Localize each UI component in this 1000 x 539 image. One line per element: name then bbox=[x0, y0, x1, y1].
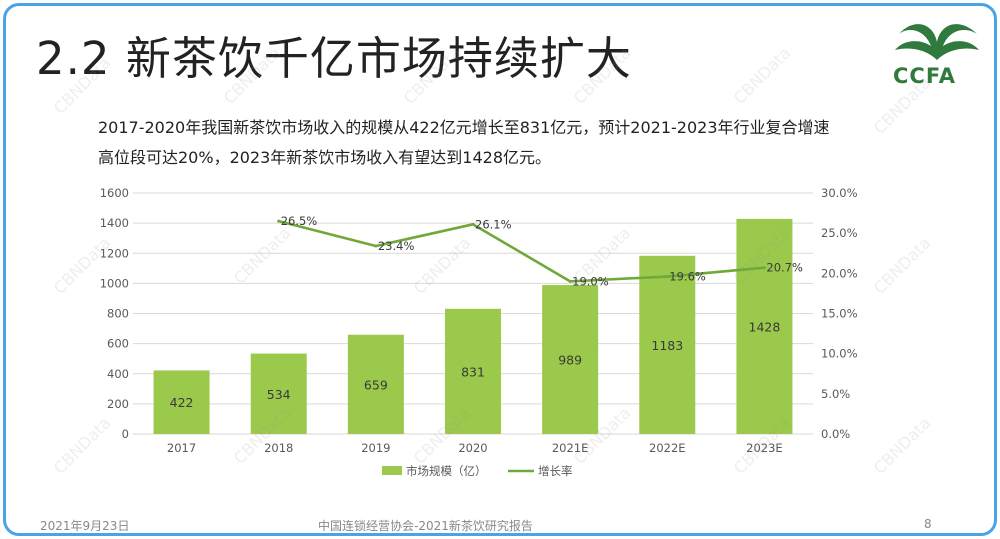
y-right-tick-label: 25.0% bbox=[821, 226, 858, 240]
bar bbox=[347, 334, 404, 434]
growth-value-label: 26.5% bbox=[281, 214, 318, 228]
y-left-tick-label: 600 bbox=[107, 337, 129, 351]
growth-point bbox=[277, 219, 281, 223]
y-left-tick-label: 1200 bbox=[100, 246, 129, 260]
growth-series-line bbox=[278, 219, 765, 283]
growth-value-label: 19.6% bbox=[669, 270, 706, 284]
bar-value-label: 534 bbox=[267, 387, 291, 402]
x-tick-label: 2017 bbox=[167, 441, 196, 455]
x-tick-label: 2023E bbox=[746, 441, 783, 455]
y-left-tick-label: 1000 bbox=[100, 276, 129, 290]
legend-label: 市场规模（亿） bbox=[406, 464, 487, 478]
y-left-tick-label: 1600 bbox=[100, 186, 129, 200]
bar bbox=[153, 370, 210, 434]
bar-value-label: 422 bbox=[170, 395, 194, 410]
x-tick-label: 2022E bbox=[649, 441, 686, 455]
bar bbox=[445, 308, 501, 434]
intro-text: 2017-2020年我国新茶饮市场收入的规模从422亿元增长至831亿元，预计2… bbox=[98, 113, 898, 173]
legend-label: 增长率 bbox=[538, 464, 573, 478]
bar bbox=[250, 353, 307, 434]
market-chart: 422 534 659 831 989 1183 1428 26.5% 23.4% 26.1% 1… bbox=[100, 186, 858, 478]
legend-swatch-bar bbox=[382, 466, 402, 475]
bar-value-label: 831 bbox=[461, 364, 485, 379]
x-tick-label: 2020 bbox=[458, 441, 487, 455]
bar bbox=[736, 218, 793, 434]
intro-line: 2017-2020年我国新茶饮市场收入的规模从422亿元增长至831亿元，预计2… bbox=[98, 118, 830, 137]
bar-value-label: 1183 bbox=[651, 338, 683, 353]
growth-point bbox=[471, 222, 475, 226]
y-left-tick-label: 800 bbox=[107, 307, 129, 321]
intro-line: 高位段可达20%，2023年新茶饮市场收入有望达到1428亿元。 bbox=[98, 148, 552, 167]
axes: 0 200 400 600 800 1000 1200 1400 1600 0.0% 5.0% 10.… bbox=[100, 186, 858, 455]
logo-text: CCFA bbox=[893, 64, 957, 88]
bars: 422 534 659 831 989 1183 1428 bbox=[153, 218, 793, 434]
y-right-tick-label: 0.0% bbox=[821, 427, 850, 441]
bar-value-label: 1428 bbox=[749, 319, 781, 334]
y-left-tick-label: 200 bbox=[107, 397, 129, 411]
growth-point bbox=[568, 279, 572, 283]
bar-value-label: 989 bbox=[558, 353, 582, 368]
bar-value-label: 659 bbox=[364, 377, 388, 392]
growth-point bbox=[665, 275, 669, 279]
footer-source: 中国连锁经营协会-2021新茶饮研究报告 bbox=[318, 519, 533, 533]
x-tick-label: 2019 bbox=[361, 441, 390, 455]
growth-point bbox=[762, 266, 766, 270]
growth-point bbox=[374, 244, 378, 248]
y-left-tick-label: 0 bbox=[122, 427, 129, 441]
y-right-tick-label: 5.0% bbox=[821, 387, 850, 401]
bar bbox=[639, 255, 696, 434]
x-tick-label: 2021E bbox=[552, 441, 589, 455]
ccfa-logo-icon bbox=[895, 24, 979, 61]
footer-date: 2021年9月23日 bbox=[40, 519, 130, 533]
y-left-tick-label: 400 bbox=[107, 367, 129, 381]
page-title: 2.2 新茶饮千亿市场持续扩大 bbox=[36, 32, 632, 85]
growth-value-label: 20.7% bbox=[766, 261, 803, 275]
x-tick-label: 2018 bbox=[264, 441, 293, 455]
bar bbox=[542, 285, 599, 434]
y-right-tick-label: 20.0% bbox=[821, 266, 858, 280]
slide: 2.2 新茶饮千亿市场持续扩大 CCFA 2017-2020年我国新茶饮市场收入… bbox=[3, 3, 997, 536]
y-right-tick-label: 15.0% bbox=[821, 307, 858, 321]
y-right-tick-label: 10.0% bbox=[821, 347, 858, 361]
page-number: 8 bbox=[924, 517, 932, 531]
y-right-tick-label: 30.0% bbox=[821, 186, 858, 200]
growth-value-label: 23.4% bbox=[378, 239, 415, 253]
y-left-tick-label: 1400 bbox=[100, 216, 129, 230]
growth-value-label: 26.1% bbox=[475, 217, 512, 231]
legend: 市场规模（亿） 增长率 bbox=[382, 464, 573, 478]
growth-line: 26.5% 23.4% 26.1% 19.0% 19.6% 20.7% bbox=[277, 214, 803, 288]
growth-value-label: 19.0% bbox=[572, 274, 609, 288]
